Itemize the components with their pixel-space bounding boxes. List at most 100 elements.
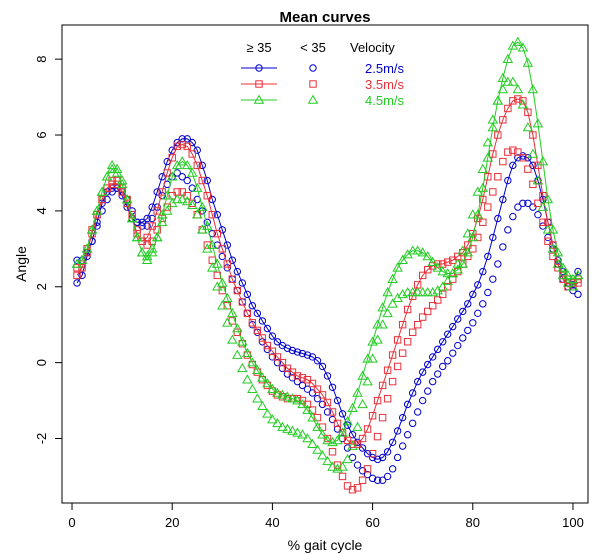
data-point-4-5-lt35 (527, 148, 539, 158)
data-point-4-5-lt35 (252, 393, 263, 403)
data-point-3-5-lt35 (353, 484, 362, 492)
data-point-4-5-lt35 (156, 216, 168, 227)
data-point-4-5-ge35 (452, 264, 464, 274)
data-point-3-5-ge35 (168, 154, 176, 162)
data-point-4-5-ge35 (387, 273, 398, 283)
data-point-4-5-ge35 (527, 84, 539, 94)
data-point-2-5-ge35 (449, 322, 457, 331)
data-point-3-5-lt35 (368, 449, 377, 458)
data-point-4-5-lt35 (477, 163, 489, 173)
data-point-2-5-lt35 (494, 260, 502, 268)
data-point-4-5-lt35 (337, 461, 348, 471)
data-point-4-5-lt35 (437, 281, 448, 291)
data-point-3-5-lt35 (509, 146, 517, 154)
data-point-2-5-lt35 (439, 362, 447, 371)
data-point-4-5-ge35 (337, 427, 348, 437)
data-point-3-5-ge35 (193, 161, 201, 170)
data-point-4-5-ge35 (292, 395, 303, 405)
data-point-2-5-ge35 (73, 279, 81, 287)
data-point-4-5-lt35 (322, 455, 333, 466)
data-point-4-5-ge35 (222, 292, 233, 302)
data-point-2-5-ge35 (293, 348, 302, 356)
data-point-2-5-ge35 (393, 427, 402, 435)
legend-marker-lt35-4-5 (307, 94, 319, 104)
data-point-2-5-lt35 (484, 288, 492, 297)
series-4-5-lt35 (71, 76, 584, 473)
data-point-2-5-ge35 (208, 195, 216, 204)
data-point-2-5-ge35 (529, 161, 537, 170)
data-point-4-5-lt35 (267, 414, 278, 424)
legend-marker-lt35-2-5 (309, 64, 317, 72)
data-point-2-5-ge35 (318, 362, 327, 371)
data-point-4-5-lt35 (232, 349, 243, 359)
legend-marker-ge35-3-5 (255, 80, 263, 88)
data-point-3-5-ge35 (273, 353, 282, 361)
data-point-4-5-lt35 (412, 287, 423, 297)
data-point-3-5-ge35 (238, 298, 247, 306)
data-point-2-5-ge35 (464, 300, 472, 308)
data-point-4-5-lt35 (517, 99, 529, 109)
data-point-3-5-lt35 (98, 195, 106, 204)
data-point-4-5-ge35 (362, 353, 373, 363)
data-point-2-5-lt35 (388, 465, 397, 473)
data-point-3-5-ge35 (489, 150, 497, 158)
data-point-3-5-lt35 (303, 400, 312, 409)
data-point-3-5-lt35 (479, 218, 487, 226)
data-point-3-5-ge35 (479, 195, 487, 204)
data-point-2-5-ge35 (268, 332, 277, 340)
data-point-2-5-lt35 (378, 476, 387, 484)
data-point-4-5-lt35 (492, 95, 504, 105)
data-point-3-5-ge35 (293, 372, 302, 380)
data-point-2-5-lt35 (308, 389, 317, 397)
data-point-4-5-lt35 (327, 461, 338, 471)
data-point-4-5-lt35 (91, 205, 103, 215)
data-point-3-5-lt35 (434, 296, 442, 304)
data-point-4-5-ge35 (357, 370, 368, 380)
data-point-4-5-lt35 (442, 275, 453, 285)
data-point-3-5-ge35 (188, 150, 196, 158)
data-point-3-5-lt35 (313, 413, 322, 422)
data-point-2-5-lt35 (434, 370, 442, 378)
data-point-4-5-lt35 (482, 137, 494, 147)
data-point-4-5-lt35 (362, 376, 373, 386)
data-point-4-5-ge35 (512, 36, 524, 46)
data-point-3-5-lt35 (544, 237, 552, 245)
data-point-4-5-ge35 (237, 336, 248, 346)
data-point-4-5-ge35 (166, 171, 178, 181)
data-point-4-5-lt35 (151, 232, 163, 242)
data-point-2-5-ge35 (253, 309, 262, 318)
data-point-4-5-lt35 (116, 175, 128, 185)
plot-frame (61, 24, 589, 504)
data-point-4-5-lt35 (106, 159, 118, 170)
data-point-4-5-lt35 (247, 383, 258, 393)
data-point-2-5-lt35 (273, 358, 282, 367)
data-point-4-5-ge35 (477, 182, 489, 192)
data-point-3-5-lt35 (539, 218, 547, 226)
data-point-4-5-ge35 (517, 42, 529, 52)
data-point-3-5-ge35 (529, 131, 537, 139)
data-point-4-5-lt35 (181, 195, 193, 206)
data-point-3-5-lt35 (388, 377, 397, 386)
data-point-2-5-ge35 (514, 154, 522, 162)
series-layer (71, 36, 584, 494)
data-point-2-5-lt35 (368, 474, 377, 483)
data-point-2-5-lt35 (103, 195, 111, 204)
data-point-2-5-ge35 (338, 410, 347, 418)
data-point-2-5-ge35 (378, 453, 387, 462)
data-point-2-5-ge35 (258, 317, 267, 325)
data-point-2-5-lt35 (108, 188, 116, 196)
data-point-2-5-lt35 (489, 275, 497, 283)
data-point-4-5-ge35 (417, 247, 428, 257)
data-point-2-5-ge35 (203, 176, 211, 185)
data-point-2-5-lt35 (519, 199, 527, 208)
y-tick-label: 2 (34, 283, 49, 290)
data-point-4-5-lt35 (197, 224, 208, 234)
data-point-3-5-ge35 (519, 97, 527, 105)
data-point-3-5-ge35 (393, 336, 402, 344)
data-point-4-5-lt35 (287, 425, 298, 435)
data-point-4-5-lt35 (547, 243, 559, 253)
data-point-4-5-lt35 (537, 201, 549, 211)
data-point-2-5-ge35 (494, 214, 502, 223)
data-point-3-5-ge35 (323, 398, 332, 407)
data-point-4-5-ge35 (297, 398, 308, 409)
